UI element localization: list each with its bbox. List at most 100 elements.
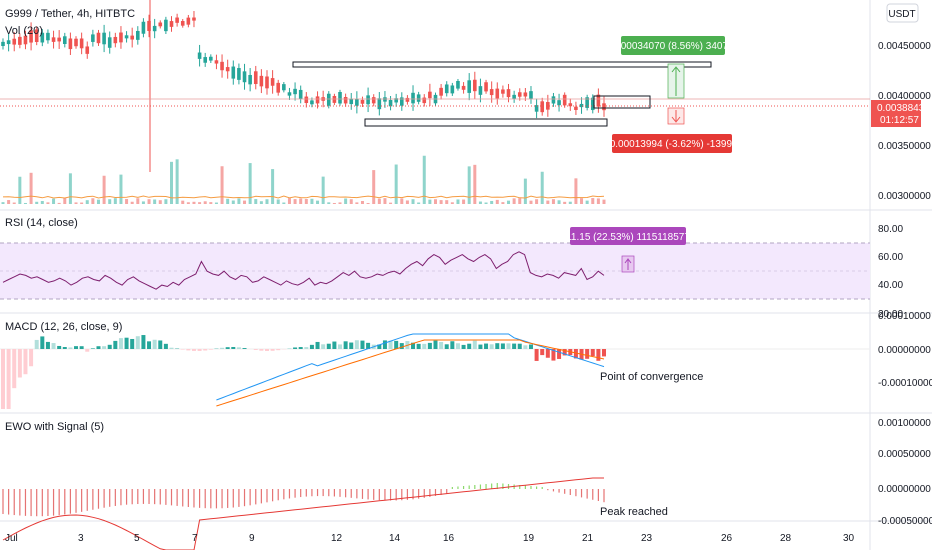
candle-body [450,85,455,94]
currency-button-label[interactable]: USDT [888,9,915,20]
candle-body [141,21,146,34]
volume-bar [68,173,72,204]
macd-hist-bar [585,349,590,359]
macd-hist-bar [74,346,79,349]
macd-hist-bar [557,349,562,359]
macd-hist-bar [360,340,365,349]
macd-hist-bar [158,340,163,349]
ewo-tick-label: 0.00100000 [878,418,931,429]
volume-bars [1,155,606,204]
rsi-axis[interactable]: 80.00 60.00 40.00 20.00 [878,224,903,320]
ewo-bar [401,489,403,501]
volume-bar [158,200,162,204]
volume-bar [478,201,482,204]
currency-button[interactable] [886,3,919,23]
short-arrow-icon [671,110,681,123]
ewo-bar [575,489,577,497]
ewo-bar [210,489,212,509]
macd-hist-bar [68,347,73,349]
volume-bar [220,166,224,204]
macd-hist-bar [298,347,303,349]
candle-body [546,102,550,110]
volume-bar [327,202,331,204]
ewo-bar [474,485,476,489]
candle-body [169,21,174,27]
ewo-bar [283,489,285,500]
ewo-bar [277,489,279,501]
time-tick-label: 7 [192,533,198,544]
candle-body [512,94,516,99]
time-tick-label: 9 [249,533,255,544]
macd-hist-bar [186,349,191,351]
volume-bar [254,199,258,204]
candle-body [529,91,533,99]
ewo-bar [86,489,88,511]
macd-hist-bar [461,344,466,349]
macd-hist-bar [439,341,444,349]
macd-hist-bar [17,349,22,378]
macd-hist-bar [40,336,45,349]
ewo-label[interactable]: EWO with Signal (5) [5,421,104,433]
time-tick-label: 19 [523,533,535,544]
candle-body [394,98,398,103]
candle-body [332,95,337,103]
candle-body [360,99,365,104]
ewo-bar [597,489,599,501]
ewo-note: Peak reached [600,506,668,518]
time-axis[interactable]: Jul 3 5 7 9 12 14 16 19 21 23 26 28 30 [5,533,855,544]
macd-tick-label: 0.00010000 [878,311,931,322]
symbol-title[interactable]: G999 / Tether, 4h, HITBTC [5,8,135,20]
ewo-bar [322,489,324,497]
ewo-bar [502,483,504,489]
candle-body [197,52,202,59]
volume-bar [40,201,44,204]
ewo-bar [187,489,189,507]
ewo-bar [114,489,116,506]
rsi-label[interactable]: RSI (14, close) [5,217,78,229]
volume-label[interactable]: Vol (20) [5,25,43,37]
macd-hist-bar [506,343,511,349]
ewo-bar [193,489,195,508]
macd-hist-bar [523,345,528,349]
ewo-bar [47,489,49,516]
ewo-bar [468,485,470,489]
volume-bar [411,199,415,204]
macd-hist-bar [113,340,118,349]
ewo-tick-label: 0.00050000 [878,449,931,460]
candle-body [57,37,61,42]
macd-label[interactable]: MACD (12, 26, close, 9) [5,321,122,333]
ewo-bar [8,489,10,515]
ewo-bar [64,489,66,515]
macd-hist-bar [163,343,168,349]
ewo-bar [440,489,442,495]
macd-hist-bar [309,344,314,349]
ewo-axis[interactable]: 0.00100000 0.00050000 0.00000000 -0.0005000… [878,418,932,527]
volume-bar [473,164,477,204]
volume-bar [585,200,589,204]
macd-hist-bar [169,347,174,349]
ewo-bar [125,489,128,505]
volume-bar [35,201,39,204]
ewo-bar [198,489,201,508]
candle-body [136,30,140,40]
ewo-bar [434,489,437,496]
ewo-bar [300,489,302,498]
candle-body [29,30,33,43]
rsi-tick-label: 80.00 [878,224,903,235]
macd-axis[interactable]: 0.00010000 0.00000000 -0.00010000 [878,311,932,389]
ewo-bar [356,489,358,499]
volume-bar [456,199,460,204]
volume-bar [574,178,578,204]
time-tick-label: 28 [780,533,792,544]
candle-body [102,32,106,45]
macd-hist-bar [354,340,359,349]
ewo-bar [345,489,347,498]
macd-hist-bar [203,349,208,351]
ewo-bar [569,489,571,495]
price-axis[interactable]: 0.00450000 0.00400000 0.00350000 0.00300000 [878,41,931,202]
ewo-bar [69,489,72,514]
volume-bar [433,199,437,204]
ewo-bar [491,483,493,489]
macd-hist-bar [573,349,578,359]
